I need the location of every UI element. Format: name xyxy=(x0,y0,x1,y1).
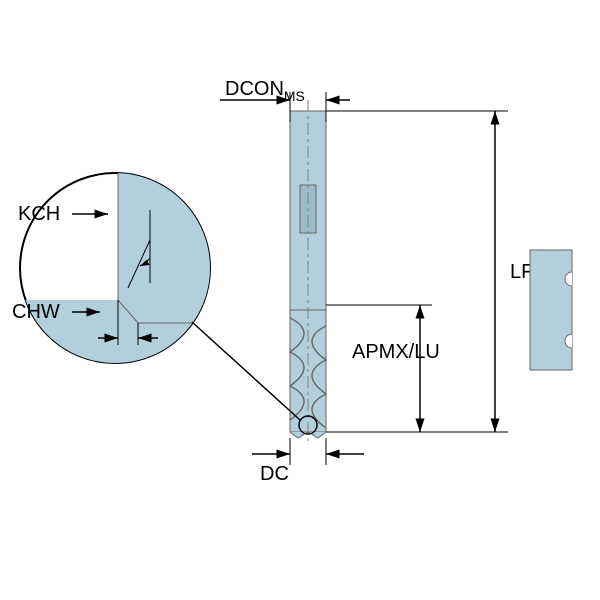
label-kch: KCH xyxy=(18,203,60,225)
dim-apmx: APMX/LU xyxy=(326,305,440,432)
detail-view: KCH CHW xyxy=(12,173,210,363)
label-dcon: DCON xyxy=(225,78,284,100)
dim-lf: LF xyxy=(326,111,533,432)
label-dc: DC xyxy=(260,463,289,485)
dim-dc: DC xyxy=(252,438,364,485)
label-apmx: APMX/LU xyxy=(352,341,440,363)
endmill-tool xyxy=(290,100,326,445)
label-chw: CHW xyxy=(12,301,60,323)
dim-dcon: DCONMS xyxy=(220,78,350,122)
detail-leader xyxy=(192,322,300,420)
label-dcon-sub: MS xyxy=(284,88,305,104)
insert-sideview xyxy=(530,250,572,370)
